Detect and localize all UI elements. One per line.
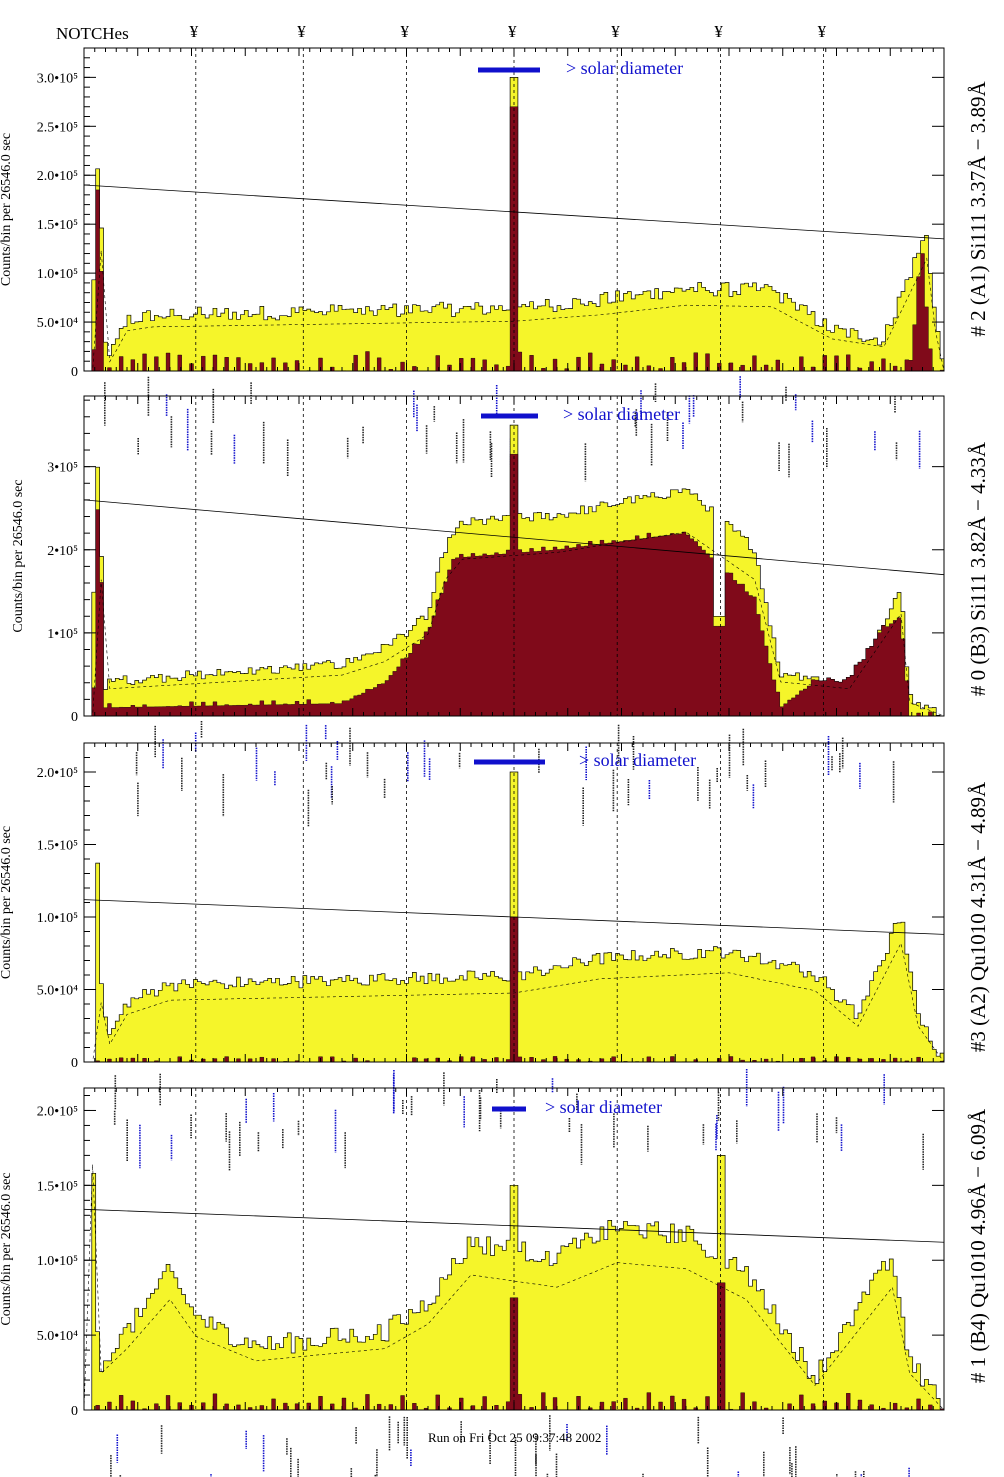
reference-curve (84, 250, 945, 372)
y-tick-label: 0 (71, 710, 78, 725)
reference-curve (84, 531, 945, 717)
y-tick-label: 5.0•10⁴ (37, 984, 78, 999)
panel-1: 0 5.0•10⁴ 1.0•10⁵ 1.5•10⁵ 2.0•10⁵ 2.5•10⁵ 3.0•… (0, 47, 990, 482)
solar-diameter-label: > solar diameter (563, 404, 680, 424)
y-tick-label: 1.0•10⁵ (37, 1254, 78, 1269)
solar-diameter-label: > solar diameter (545, 1097, 662, 1117)
y-tick-label: 1.5•10⁵ (37, 1179, 78, 1194)
solar-diameter-label: > solar diameter (579, 750, 696, 770)
panel-title: # 0 (B3) Si111 3.82Å − 4.33Å (966, 441, 990, 696)
selected-counts-histogram (84, 454, 944, 717)
panel-4: 0 5.0•10⁴ 1.0•10⁵ 1.5•10⁵ 2.0•10⁵ Counts/bin … (0, 1087, 990, 1477)
y-tick-label: 2.0•10⁵ (37, 766, 78, 781)
trend-line (83, 1208, 945, 1243)
notch-symbol: ¥ (401, 22, 410, 41)
run-timestamp: Run on Fri Oct 25 09:37:48 2002 (428, 1430, 601, 1445)
notch-symbol: ¥ (297, 22, 306, 41)
y-axis-label: Counts/bin per 26546.0 sec (0, 826, 14, 979)
reference-curve (83, 1164, 945, 1411)
y-axis-label: Counts/bin per 26546.0 sec (0, 133, 14, 286)
panels: 0 5.0•10⁴ 1.0•10⁵ 1.5•10⁵ 2.0•10⁵ 2.5•10⁵ 3.0•… (0, 47, 990, 1477)
y-tick-label: 0 (71, 365, 78, 380)
panel-3: 0 5.0•10⁴ 1.0•10⁵ 1.5•10⁵ 2.0•10⁵ Counts/bin … (0, 742, 990, 1171)
y-tick-label: 0 (71, 1404, 78, 1419)
solar-diameter-label: > solar diameter (566, 58, 683, 78)
notches-label: NOTCHes (56, 24, 129, 43)
y-tick-label: 0 (71, 1056, 78, 1071)
notch-symbols: ¥ ¥ ¥ ¥ ¥ ¥ ¥ (190, 22, 827, 41)
y-tick-label: 2.0•10⁵ (37, 1104, 78, 1119)
panel-title: # 2 (A1) Si111 3.37Å − 3.89Å (966, 81, 990, 337)
y-axis-label: Counts/bin per 26546.0 sec (0, 1172, 14, 1325)
notch-symbol: ¥ (714, 22, 723, 41)
notch-symbol: ¥ (611, 22, 620, 41)
y-tick-label: 3•10⁵ (47, 461, 78, 476)
y-tick-label: 3.0•10⁵ (37, 71, 78, 86)
y-tick-label: 1.0•10⁵ (37, 267, 78, 282)
notch-symbol: ¥ (508, 22, 517, 41)
y-tick-label: 5.0•10⁴ (37, 316, 78, 331)
y-tick-label: 5.0•10⁴ (37, 1329, 78, 1344)
y-tick-label: 1.5•10⁵ (37, 218, 78, 233)
trend-line (83, 184, 945, 240)
panel-title: #3 (A2) Qu1010 4.31Å − 4.89Å (966, 781, 990, 1052)
y-tick-label: 1.5•10⁵ (37, 839, 78, 854)
panel-title: # 1 (B4) Qu1010 4.96Å − 6.09Å (966, 1108, 990, 1383)
y-axis-label: Counts/bin per 26546.0 sec (11, 479, 26, 632)
y-tick-label: 1•10⁵ (47, 627, 78, 642)
y-tick-label: 1.0•10⁵ (37, 911, 78, 926)
y-tick-label: 2.5•10⁵ (37, 120, 78, 135)
panel-2: 0 1•10⁵ 2•10⁵ 3•10⁵ Counts/bin per 26546.0 s… (11, 395, 990, 828)
trend-line (83, 899, 945, 935)
notch-symbol: ¥ (818, 22, 827, 41)
trend-line (83, 499, 945, 576)
reference-curve (84, 942, 945, 1063)
y-tick-label: 2.0•10⁵ (37, 169, 78, 184)
notch-symbol: ¥ (190, 22, 199, 41)
y-tick-label: 2•10⁵ (47, 544, 78, 559)
